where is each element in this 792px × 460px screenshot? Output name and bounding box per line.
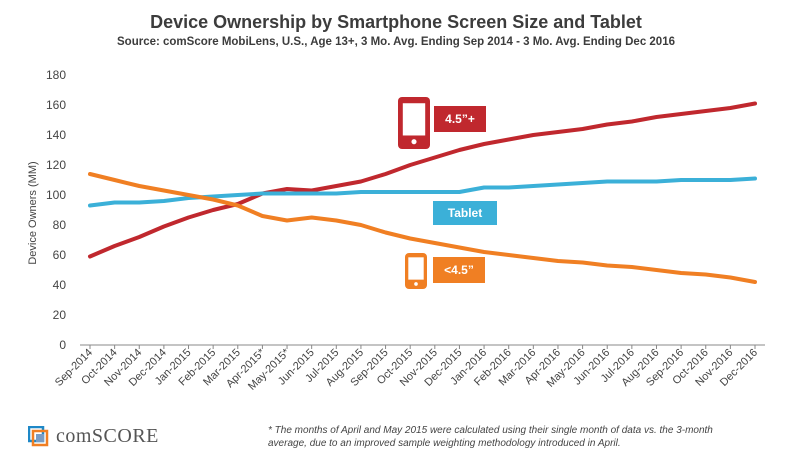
chart-subtitle: Source: comScore MobiLens, U.S., Age 13+… [117,36,675,48]
y-tick-label: 180 [46,68,66,82]
y-tick-label: 120 [46,158,66,172]
series-line [88,101,757,259]
y-tick-label: 60 [53,248,67,262]
chart-title: Device Ownership by Smartphone Screen Si… [150,12,642,32]
series-lines [88,101,757,284]
series-label-badge [434,106,486,132]
y-tick-label: 100 [46,188,66,202]
smartphone-icon [398,97,430,149]
series-labels: 4.5”+ Tablet <4.5” [398,97,497,289]
series-line [88,176,757,208]
series-label-text: 4.5”+ [445,112,475,126]
footnote: * The months of April and May 2015 were … [268,425,713,449]
comscore-logo-icon [28,425,49,446]
y-tick-label: 160 [46,98,66,112]
series-label-text: Tablet [448,206,482,220]
series-label-badge [433,201,497,225]
y-axis-label: Device Owners (MM) [27,161,39,264]
y-tick-label: 40 [53,278,67,292]
comscore-logo: comSCORE [28,425,159,448]
y-tick-label: 80 [53,218,67,232]
y-tick-label: 140 [46,128,66,142]
series-label-badge [433,257,485,283]
y-tick-label: 0 [59,338,66,352]
series-label-text: <4.5” [444,263,474,277]
x-axis: Sep-2014Oct-2014Nov-2014Dec-2014Jan-2015… [53,344,765,393]
logo-text: comSCORE [56,425,159,447]
series-line [88,172,757,284]
y-axis: 0 20 40 60 80 100 120 140 160 180 [46,68,66,352]
smartphone-icon [405,253,427,289]
y-tick-label: 20 [53,308,67,322]
